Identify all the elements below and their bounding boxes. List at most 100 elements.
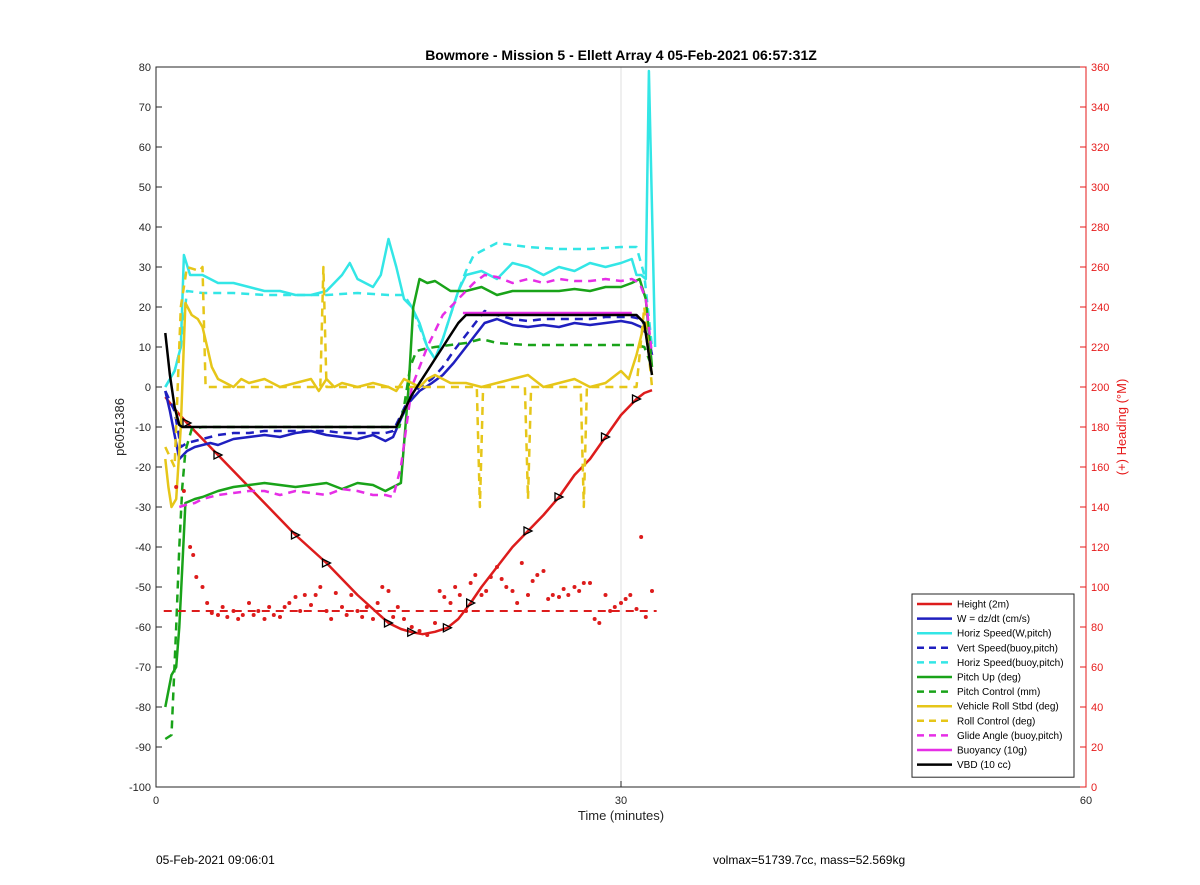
heading-point — [200, 585, 205, 589]
heading-point — [448, 601, 453, 605]
heading-point — [360, 615, 365, 619]
heading-point — [391, 615, 396, 619]
legend-entry: Height (2m) — [957, 600, 1009, 611]
height-marker — [631, 393, 642, 405]
heading-point — [603, 593, 608, 597]
chart-title: Bowmore - Mission 5 - Ellett Array 4 05-… — [425, 47, 817, 63]
y-tick-label: 20 — [139, 302, 151, 314]
heading-point — [236, 617, 241, 621]
legend-entry: Roll Control (deg) — [957, 716, 1035, 727]
heading-point — [188, 545, 193, 549]
y-tick-label: -20 — [135, 462, 151, 474]
y-right-tick-label: 160 — [1091, 462, 1109, 474]
heading-point — [333, 591, 338, 595]
heading-point — [499, 577, 504, 581]
heading-point — [557, 595, 561, 599]
height-marker — [321, 557, 332, 569]
heading-point — [561, 587, 566, 591]
y-right-tick-label: 140 — [1091, 502, 1109, 514]
heading-point — [535, 573, 540, 577]
legend-entry: Vert Speed(buoy,pitch) — [957, 643, 1058, 654]
heading-point — [220, 605, 225, 609]
height-marker — [466, 597, 477, 609]
footer-volmax-mass: volmax=51739.7cc, mass=52.569kg — [713, 853, 906, 867]
heading-point — [395, 605, 400, 609]
height-marker — [407, 627, 418, 638]
heading-point — [402, 617, 406, 621]
height-marker — [383, 617, 394, 629]
y-tick-label: 50 — [139, 182, 151, 194]
y-right-tick-label: 20 — [1091, 742, 1103, 754]
y-right-tick-label: 100 — [1091, 582, 1109, 594]
heading-point — [293, 595, 298, 599]
heading-point — [271, 613, 276, 617]
heading-point — [409, 625, 414, 629]
legend-entry: Pitch Up (deg) — [957, 673, 1021, 684]
heading-point — [262, 617, 267, 621]
x-tick-label: 60 — [1080, 795, 1092, 807]
heading-point — [623, 597, 628, 601]
heading-scatter — [163, 485, 657, 637]
heading-point — [313, 593, 318, 597]
legend-entry: VBD (10 cc) — [957, 760, 1011, 771]
y-tick-label: -60 — [135, 622, 151, 634]
heading-point — [349, 593, 354, 597]
y-axis-label: p6051386 — [112, 398, 127, 456]
y-tick-label: 30 — [139, 262, 151, 274]
heading-point — [216, 613, 220, 617]
heading-point — [191, 553, 196, 557]
series-layer — [164, 69, 657, 741]
heading-point — [484, 589, 489, 593]
heading-point — [380, 585, 385, 589]
heading-point — [240, 613, 245, 617]
heading-point — [371, 617, 375, 621]
y-right-tick-label: 340 — [1091, 102, 1109, 114]
y-tick-label: -70 — [135, 662, 151, 674]
heading-point — [619, 601, 623, 605]
heading-point — [344, 613, 349, 617]
legend: Height (2m) W = dz/dt (cm/s) Horiz Speed(W… — [911, 593, 1075, 778]
series-line-4 — [164, 241, 654, 388]
y-tick-label: 80 — [139, 62, 151, 74]
legend-entry: Buoyancy (10g) — [957, 746, 1027, 757]
footer-timestamp: 05-Feb-2021 09:06:01 — [156, 853, 275, 867]
heading-point — [457, 593, 462, 597]
heading-point — [634, 607, 639, 611]
x-tick-label: 30 — [615, 795, 627, 807]
heading-point — [278, 615, 282, 619]
y-tick-label: 70 — [139, 102, 151, 114]
heading-point — [597, 621, 602, 625]
heading-point — [643, 615, 648, 619]
heading-point — [282, 605, 287, 609]
heading-point — [515, 601, 520, 605]
x-axis-label: Time (minutes) — [578, 808, 664, 823]
heading-point — [205, 601, 210, 605]
y-tick-label: 10 — [139, 342, 151, 354]
heading-point — [546, 597, 551, 601]
height-marker — [213, 449, 224, 461]
heading-point — [468, 581, 473, 585]
heading-point — [488, 575, 493, 579]
heading-point — [588, 581, 592, 585]
y-tick-label: 40 — [139, 222, 151, 234]
legend-entry: Glide Angle (buoy,pitch) — [957, 731, 1062, 742]
heading-point — [256, 609, 261, 613]
heading-point — [495, 565, 499, 569]
heading-point — [650, 589, 654, 593]
y-tick-label: -10 — [135, 422, 151, 434]
heading-point — [442, 595, 447, 599]
heading-point — [526, 593, 530, 597]
series-line-9 — [178, 273, 654, 509]
heading-point — [541, 569, 546, 573]
legend-box — [911, 593, 1075, 778]
heading-point — [572, 585, 577, 589]
series-line-8 — [164, 265, 654, 509]
series-line-5 — [164, 277, 654, 708]
heading-point — [479, 593, 484, 597]
series-line-11 — [164, 313, 654, 429]
y-right-tick-label: 280 — [1091, 222, 1109, 234]
y-right-tick-label: 0 — [1091, 782, 1097, 794]
heading-point — [329, 617, 334, 621]
heading-point — [251, 613, 256, 617]
